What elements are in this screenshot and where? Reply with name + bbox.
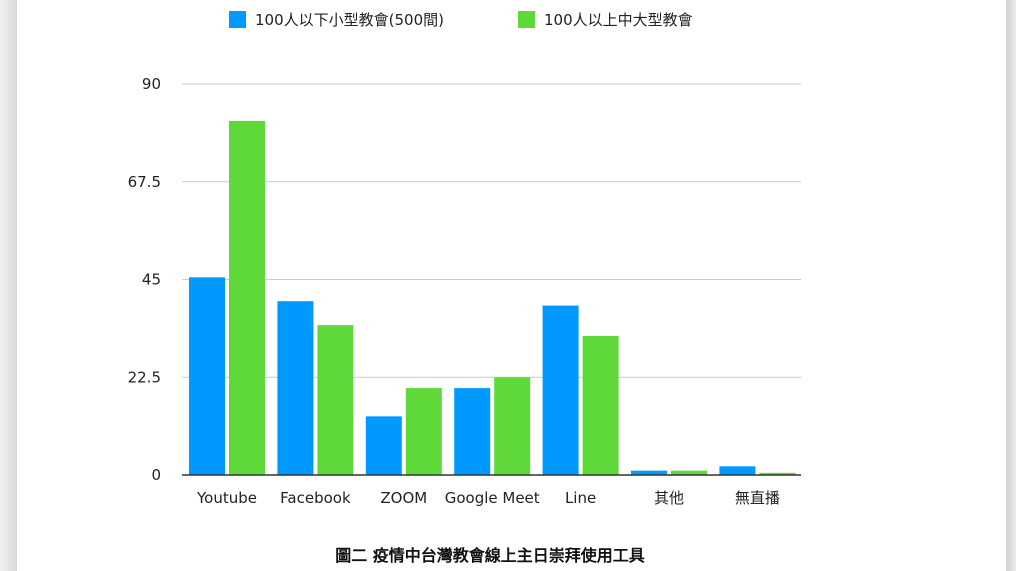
x-tick-label: Google Meet — [445, 489, 540, 507]
document-page — [17, 0, 1006, 571]
x-tick-label: 其他 — [654, 489, 684, 507]
bar-2-1 — [229, 120, 265, 475]
page-margin-left — [0, 0, 17, 571]
y-axis-ticks: 0 22.5 45 67.5 90 — [128, 75, 161, 484]
page-margin-right — [1006, 0, 1016, 571]
x-tick-label: ZOOM — [380, 489, 427, 507]
bar-2-5 — [582, 335, 619, 475]
bar-2-3 — [405, 388, 442, 475]
x-axis-ticks: Youtube Facebook ZOOM Google Meet Line 其他 無直播 — [196, 489, 780, 507]
bar-1-1 — [189, 277, 225, 475]
bar-1-6 — [631, 470, 667, 475]
figure-caption: 圖二 疫情中台灣教會線上主日崇拜使用工具 — [335, 546, 645, 565]
legend-swatch-2 — [518, 11, 535, 28]
bar-1-5 — [542, 305, 579, 475]
legend-label-2: 100人以上中大型教會 — [544, 11, 693, 29]
x-tick-label: Facebook — [280, 489, 351, 507]
x-tick-label: Youtube — [196, 489, 257, 507]
chart-gridlines — [182, 83, 801, 378]
chart-legend: 100人以下小型教會(500間) 100人以上中大型教會 — [229, 11, 693, 29]
legend-label-1: 100人以下小型教會(500間) — [255, 11, 444, 29]
y-tick-label: 45 — [142, 271, 161, 289]
y-tick-label: 22.5 — [128, 368, 161, 386]
x-tick-label: 無直播 — [735, 489, 780, 507]
x-tick-label: Line — [565, 489, 596, 507]
y-tick-label: 0 — [151, 466, 161, 484]
y-tick-label: 67.5 — [128, 173, 161, 191]
bar-2-2 — [317, 325, 354, 475]
bar-1-3 — [365, 416, 402, 475]
chart-bars — [189, 120, 796, 475]
bar-1-2 — [277, 301, 314, 475]
bar-2-7 — [759, 472, 796, 475]
legend-swatch-1 — [229, 11, 246, 28]
bar-1-4 — [454, 388, 491, 475]
bar-1-7 — [719, 466, 756, 475]
bar-2-6 — [671, 470, 707, 475]
bar-2-4 — [494, 377, 531, 475]
y-tick-label: 90 — [142, 75, 161, 93]
